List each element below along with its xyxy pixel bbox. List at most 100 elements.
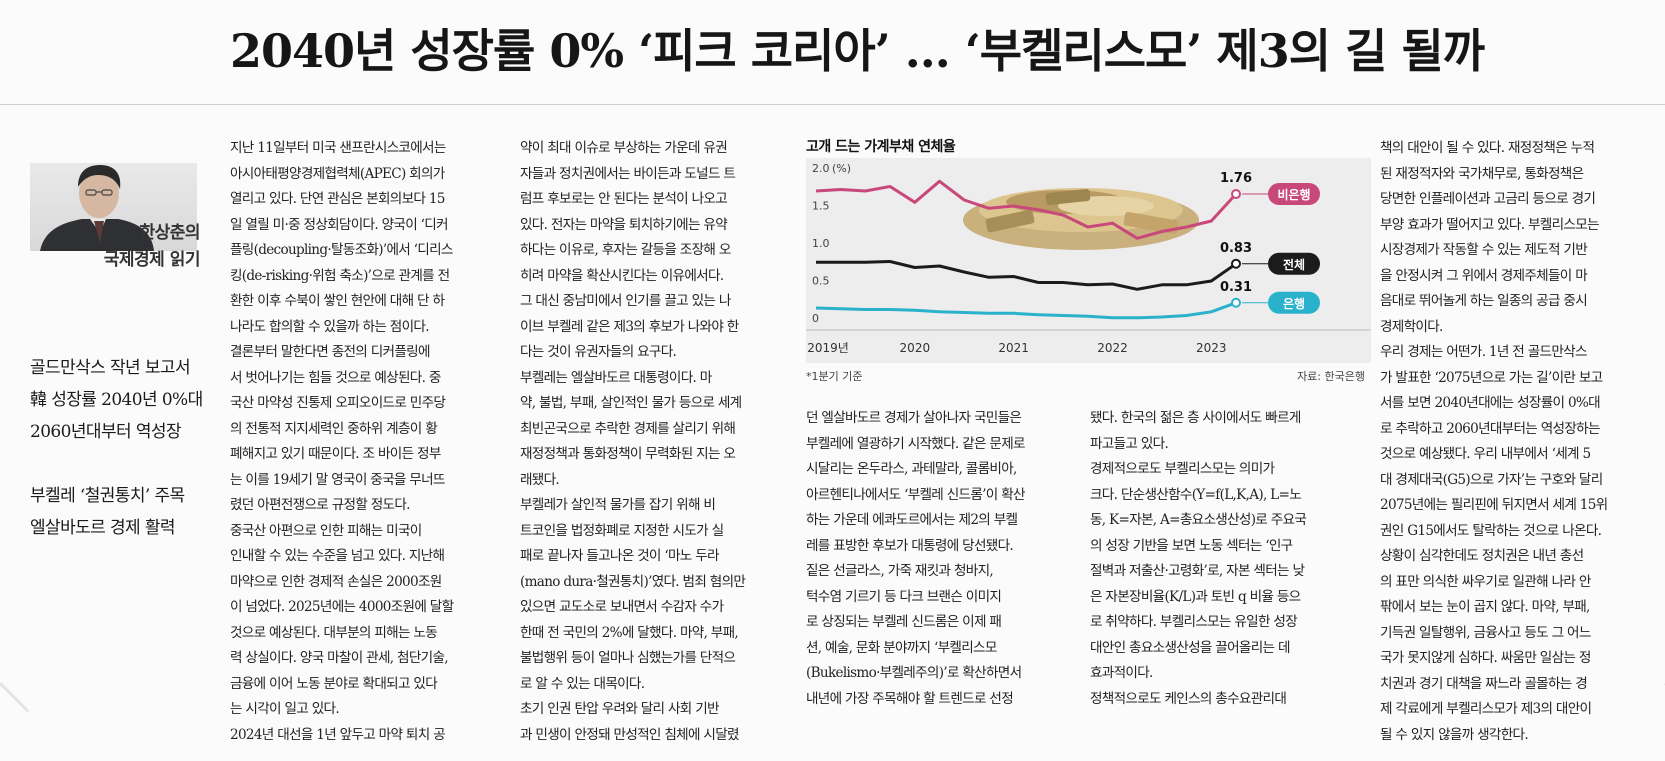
chart-title: 고개 드는 가계부채 연체율 xyxy=(806,139,956,155)
byline-column: 국제경제 읽기 xyxy=(103,250,201,270)
article-line: 그 대신 중남미에서 인기를 끌고 있는 나 xyxy=(520,293,731,309)
article-line: 제 각료에게 부켈리스모가 제3의 대안이 xyxy=(1380,701,1592,717)
y-tick-label: 0.5 xyxy=(812,275,830,288)
subheadings: 골드만삭스 작년 보고서 韓 성장률 2040년 0%대 2060년대부터 역성… xyxy=(30,352,220,576)
series-line-1 xyxy=(815,179,1238,240)
article-line: 중국산 아편으로 인한 피해는 미국이 xyxy=(230,522,422,539)
page-edge-left xyxy=(0,682,30,741)
x-tick-label: 2020 xyxy=(900,341,931,355)
article-line: 약이 최대 이슈로 부상하는 가운데 유권 xyxy=(520,140,728,156)
article-line: 킹(de-risking·위험 축소)’으로 관계를 전 xyxy=(230,267,450,284)
x-tick-label: 2019년 xyxy=(807,341,849,355)
byline: 한상춘의 국제경제 읽기 xyxy=(103,220,201,274)
subheading-line: 골드만삭스 작년 보고서 xyxy=(30,358,191,378)
article-line: 의 전통적 지지세력인 중하위 계층이 황 xyxy=(230,420,438,437)
article-line: 히려 마약을 확산시킨다는 이유에서다. xyxy=(520,267,724,284)
article-line: 마약으로 인한 경제적 손실은 2000조원 xyxy=(230,573,442,590)
byline-name: 한상춘의 xyxy=(139,223,200,243)
article-line: 력 상실이다. 양국 마찰이 관세, 첨단기술, xyxy=(230,650,449,666)
article-line: 국가 못지않게 심하다. 싸움만 일삼는 정 xyxy=(1380,650,1591,666)
y-tick-label: 1.0 xyxy=(812,237,830,250)
legend-tag-bg xyxy=(1268,252,1320,275)
article-line: 아시아태평양경제협력체(APEC) 회의가 xyxy=(230,165,445,182)
article-line: 는 이를 19세기 말 영국이 중국을 무너뜨 xyxy=(230,471,445,488)
article-line: 일 열릴 미·중 정상회담이다. 양국이 ‘디커 xyxy=(230,216,449,233)
article-line: 로 상징되는 부켈레 신드롬은 이제 패 xyxy=(806,614,1002,630)
series-name-label: 은행 xyxy=(1283,296,1305,311)
article-line: 짙은 선글라스, 가죽 재킷과 청바지, xyxy=(806,563,994,579)
article-line: 팎에서 보는 눈이 곱지 않다. 마약, 부패, xyxy=(1380,599,1590,615)
article-line: 가 발표한 ‘2075년으로 가는 길’이란 보고 xyxy=(1380,369,1603,386)
article-line: 을 안정시켜 그 위에서 경제주체들이 마 xyxy=(1380,267,1588,284)
article-line: 는 시각이 일고 있다. xyxy=(230,701,340,717)
series-line-3 xyxy=(815,301,1237,320)
article-line: 불법행위 등이 얼마나 심했는가를 단적으 xyxy=(520,650,736,666)
article-line: 로 추락하고 2060년대부터는 역성장하는 xyxy=(1380,420,1600,437)
article-line: (Bukelismo·부켈레주의)’로 확산하면서 xyxy=(806,665,1022,681)
article-line: 서를 보면 2040년대에는 성장률이 0%대 xyxy=(1380,395,1601,411)
article-line: 레를 표방한 후보가 대통령에 당선됐다. xyxy=(806,537,1014,554)
article-line: 절벽과 저출산·고령화’로, 자본 섹터는 낮 xyxy=(1090,563,1305,579)
article-line: 효과적이다. xyxy=(1090,665,1153,681)
article-line: 던 엘살바도르 경제가 살아나자 국민들은 xyxy=(806,410,1022,426)
article-line: 로 알 수 있는 대목이다. xyxy=(520,675,645,692)
subheading-line: 엘살바도르 경제 활력 xyxy=(30,518,176,538)
article-line: 하는 가운데 에콰도르에서는 제2의 부켈 xyxy=(806,512,1018,528)
article-line: 의 표만 의식한 싸우기로 일관해 나라 안 xyxy=(1380,573,1591,590)
article-line: 한때 전 국민의 2%에 달했다. 마약, 부패, xyxy=(520,624,739,641)
article-line: 의 성장 기반을 보면 노동 섹터는 ‘인구 xyxy=(1090,537,1293,554)
article-line: 것으로 예상된다. 대부분의 피해는 노동 xyxy=(230,624,438,641)
article-line: 금융에 이어 노동 분야로 확대되고 있다 xyxy=(230,675,438,692)
article-line: 부켈레에 열광하기 시작했다. 같은 문제로 xyxy=(806,435,1026,452)
article-line: 부켈레는 엘살바도르 대통령이다. 마 xyxy=(520,369,712,386)
article-line: 권인 G15에서도 탈락하는 것으로 나온다. xyxy=(1380,522,1602,539)
article-line: 하다는 이유로, 후자는 갈등을 조장해 오 xyxy=(520,242,731,258)
article-line: 있으면 교도소로 보내면서 수감자 수가 xyxy=(520,599,724,615)
article-line: 상황이 심각한데도 정치권은 내년 총선 xyxy=(1380,548,1584,564)
article-line: 트코인을 법정화폐로 지정한 시도가 실 xyxy=(520,522,724,539)
article-line: 된 재정적자와 국가채무로, 통화정책은 xyxy=(1380,165,1584,182)
article-line: 음대로 뛰어놀게 하는 일종의 공급 중시 xyxy=(1380,293,1588,309)
money-pile-image xyxy=(963,188,1199,250)
article-line: 크다. 단순생산함수(Y=f(L,K,A), L=노 xyxy=(1090,486,1302,503)
article-line: (mano dura·철권통치)’였다. 범죄 혐의만 xyxy=(520,573,746,590)
article-line: 럼프 후보로는 안 된다는 분석이 나오고 xyxy=(520,191,728,207)
end-value-label: 0.31 xyxy=(1220,280,1252,295)
article-line: 래됐다. xyxy=(520,471,560,488)
article-line: 시달리는 온두라스, 과테말라, 콜롬비아, xyxy=(806,461,1017,477)
article-line: 경제적으로도 부켈리스모는 의미가 xyxy=(1090,461,1275,477)
article-line: 로 취약하다. 부켈리스모는 유일한 성장 xyxy=(1090,614,1298,630)
article-line: 부켈레가 살인적 물가를 잡기 위해 비 xyxy=(520,497,716,513)
article-line: 서 벗어나기는 힘들 것으로 예상된다. 중 xyxy=(230,369,441,386)
legend-tag-3: 은행 xyxy=(1242,291,1320,314)
legend-tag-bg xyxy=(1268,183,1320,205)
end-value-label: 1.76 xyxy=(1220,171,1252,186)
article-line: 다는 것이 유권자들의 요구다. xyxy=(520,344,677,360)
series-end-point xyxy=(1231,258,1241,269)
article-line: 지난 11일부터 미국 샌프란시스코에서는 xyxy=(230,140,446,156)
article-line: 아르헨티나에서도 ‘부켈레 신드롬’이 확산 xyxy=(806,486,1026,503)
article-line: 국산 마약성 진통제 오피오이드로 민주당 xyxy=(230,395,446,411)
article-line: 파고들고 있다. xyxy=(1090,435,1169,452)
y-tick-label: 0 xyxy=(812,312,819,325)
article-line: 약, 불법, 부패, 살인적인 물가 등으로 세계 xyxy=(520,395,742,411)
article-line: 시장경제가 작동할 수 있는 제도적 기반 xyxy=(1380,242,1588,258)
end-value-label: 0.83 xyxy=(1220,241,1252,256)
chart-source: 자료: 한국은행 xyxy=(1297,370,1365,383)
y-unit-label: (%) xyxy=(832,162,851,175)
headline: 2040년 성장률 0% ‘피크 코리아’ … ‘부켈리스모’ 제3의 길 될까 xyxy=(230,24,1485,78)
article-line: 있다. 전자는 마약을 퇴치하기에는 유약 xyxy=(520,216,728,233)
y-tick-label: 1.5 xyxy=(812,200,830,213)
columnist-photo xyxy=(30,163,197,251)
article-line: 책의 대안이 될 수 있다. 재정정책은 누적 xyxy=(1380,140,1595,156)
article-line: 2075년에는 필리핀에 뒤지면서 세계 15위 xyxy=(1380,497,1608,513)
article-line: 결론부터 말한다면 종전의 디커플링에 xyxy=(230,344,430,360)
article-line: 자들과 정치권에서는 바이든과 도널드 트 xyxy=(520,165,736,182)
article-line: 과 민생이 안정돼 만성적인 침체에 시달렸 xyxy=(520,726,740,743)
article-line: 렸던 아편전쟁으로 규정할 정도다. xyxy=(230,497,410,513)
article-line: 것으로 예상됐다. 우리 내부에서 ‘세계 5 xyxy=(1380,446,1591,462)
legend-tag-bg xyxy=(1268,291,1320,314)
